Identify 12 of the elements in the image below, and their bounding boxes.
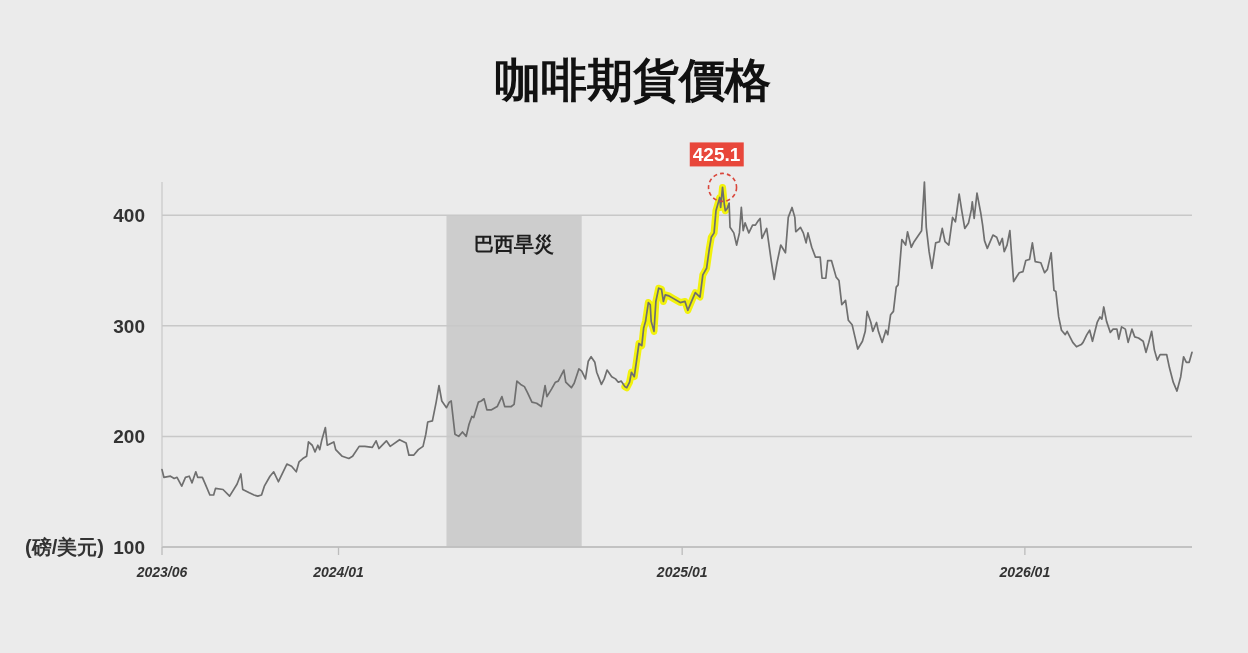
band-label: 巴西旱災 xyxy=(474,233,555,256)
x-tick-label: 2023/06 xyxy=(135,564,188,580)
y-tick-label: 400 xyxy=(113,205,145,227)
y-tick-label: 300 xyxy=(113,315,145,337)
x-tick-label: 2025/01 xyxy=(655,564,708,580)
y-tick-label: 200 xyxy=(113,426,145,448)
x-tick-label: 2024/01 xyxy=(312,564,365,580)
y-axis-title: (磅/美元) xyxy=(25,536,104,558)
annotation: 425.1 xyxy=(689,142,744,167)
chart-title: 咖啡期貨價格 xyxy=(495,54,771,106)
x-tick-label: 2026/01 xyxy=(998,564,1051,580)
y-tick-label: 100 xyxy=(113,537,145,558)
